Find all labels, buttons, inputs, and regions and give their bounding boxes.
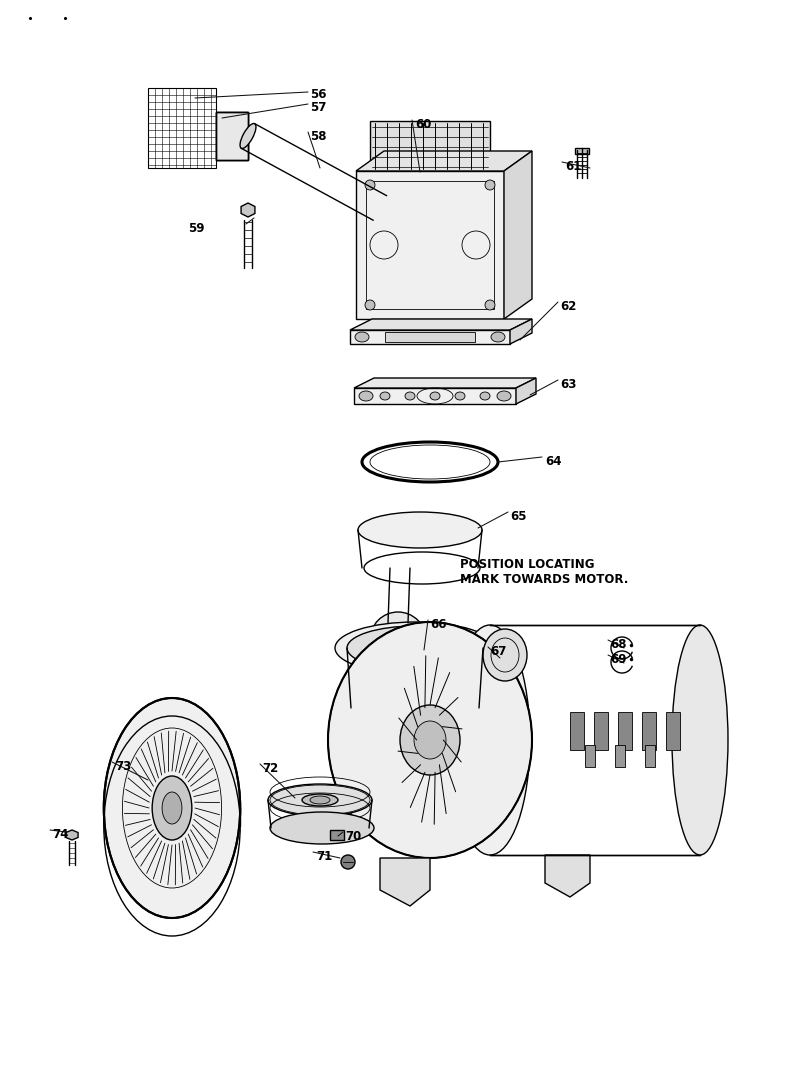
Bar bbox=[618, 712, 632, 750]
Bar bbox=[385, 332, 475, 342]
Ellipse shape bbox=[365, 180, 375, 190]
Text: 72: 72 bbox=[262, 762, 278, 775]
Ellipse shape bbox=[480, 392, 490, 400]
Text: 70: 70 bbox=[345, 830, 362, 843]
Ellipse shape bbox=[328, 622, 532, 858]
Ellipse shape bbox=[104, 698, 240, 918]
Bar bbox=[366, 181, 494, 309]
Text: 66: 66 bbox=[430, 617, 446, 631]
Bar bbox=[330, 830, 344, 840]
Text: 58: 58 bbox=[310, 130, 326, 143]
Text: 73: 73 bbox=[115, 760, 131, 773]
Bar bbox=[594, 712, 608, 750]
Bar bbox=[216, 111, 248, 160]
Bar bbox=[615, 745, 625, 766]
Ellipse shape bbox=[365, 300, 375, 310]
Bar bbox=[216, 111, 248, 160]
Ellipse shape bbox=[455, 392, 465, 400]
Bar bbox=[642, 712, 656, 750]
Text: 60: 60 bbox=[415, 118, 431, 131]
Ellipse shape bbox=[270, 812, 374, 844]
Ellipse shape bbox=[382, 624, 414, 656]
Polygon shape bbox=[510, 319, 532, 344]
Text: 59: 59 bbox=[188, 222, 205, 235]
Text: 68: 68 bbox=[610, 638, 626, 651]
Ellipse shape bbox=[347, 626, 483, 670]
Text: 62: 62 bbox=[560, 300, 576, 313]
Polygon shape bbox=[516, 378, 536, 404]
Text: 61: 61 bbox=[565, 160, 582, 173]
Text: POSITION LOCATING
MARK TOWARDS MOTOR.: POSITION LOCATING MARK TOWARDS MOTOR. bbox=[460, 559, 628, 586]
Bar bbox=[216, 111, 248, 160]
Ellipse shape bbox=[405, 392, 415, 400]
Bar bbox=[356, 172, 504, 319]
Ellipse shape bbox=[162, 792, 182, 824]
Ellipse shape bbox=[355, 332, 369, 342]
Polygon shape bbox=[354, 378, 536, 388]
Bar bbox=[575, 148, 589, 154]
Ellipse shape bbox=[672, 625, 728, 855]
Text: 56: 56 bbox=[310, 88, 326, 101]
Polygon shape bbox=[241, 203, 255, 217]
Ellipse shape bbox=[370, 612, 426, 668]
Ellipse shape bbox=[358, 512, 482, 548]
Ellipse shape bbox=[302, 794, 338, 806]
Text: 69: 69 bbox=[610, 653, 626, 666]
Text: 57: 57 bbox=[310, 101, 326, 114]
Ellipse shape bbox=[341, 855, 355, 869]
Bar bbox=[370, 121, 490, 172]
Ellipse shape bbox=[430, 392, 440, 400]
Ellipse shape bbox=[400, 705, 460, 775]
Text: 64: 64 bbox=[545, 455, 562, 468]
Ellipse shape bbox=[414, 721, 446, 759]
Bar bbox=[148, 88, 216, 168]
Polygon shape bbox=[504, 151, 532, 319]
Ellipse shape bbox=[152, 776, 192, 840]
Ellipse shape bbox=[355, 690, 475, 726]
Ellipse shape bbox=[341, 684, 493, 732]
Ellipse shape bbox=[380, 392, 390, 400]
Polygon shape bbox=[356, 151, 532, 172]
Text: 67: 67 bbox=[490, 645, 506, 658]
Ellipse shape bbox=[240, 123, 256, 149]
Ellipse shape bbox=[359, 391, 373, 401]
Ellipse shape bbox=[335, 622, 495, 674]
Polygon shape bbox=[350, 319, 532, 330]
Ellipse shape bbox=[450, 625, 530, 855]
Bar bbox=[350, 330, 510, 344]
Text: 74: 74 bbox=[52, 828, 68, 842]
Bar bbox=[570, 712, 584, 750]
Ellipse shape bbox=[485, 300, 495, 310]
Bar bbox=[645, 745, 655, 766]
Text: 71: 71 bbox=[316, 850, 332, 863]
Polygon shape bbox=[66, 830, 78, 840]
Ellipse shape bbox=[485, 180, 495, 190]
Text: 65: 65 bbox=[510, 510, 526, 523]
Polygon shape bbox=[545, 855, 590, 897]
Ellipse shape bbox=[310, 796, 330, 804]
Ellipse shape bbox=[268, 784, 372, 816]
Ellipse shape bbox=[491, 332, 505, 342]
Bar bbox=[666, 712, 680, 750]
Ellipse shape bbox=[483, 629, 527, 681]
Bar bbox=[354, 388, 516, 404]
Polygon shape bbox=[380, 858, 430, 906]
Text: 63: 63 bbox=[560, 378, 576, 391]
Ellipse shape bbox=[497, 391, 511, 401]
Bar bbox=[585, 745, 595, 766]
